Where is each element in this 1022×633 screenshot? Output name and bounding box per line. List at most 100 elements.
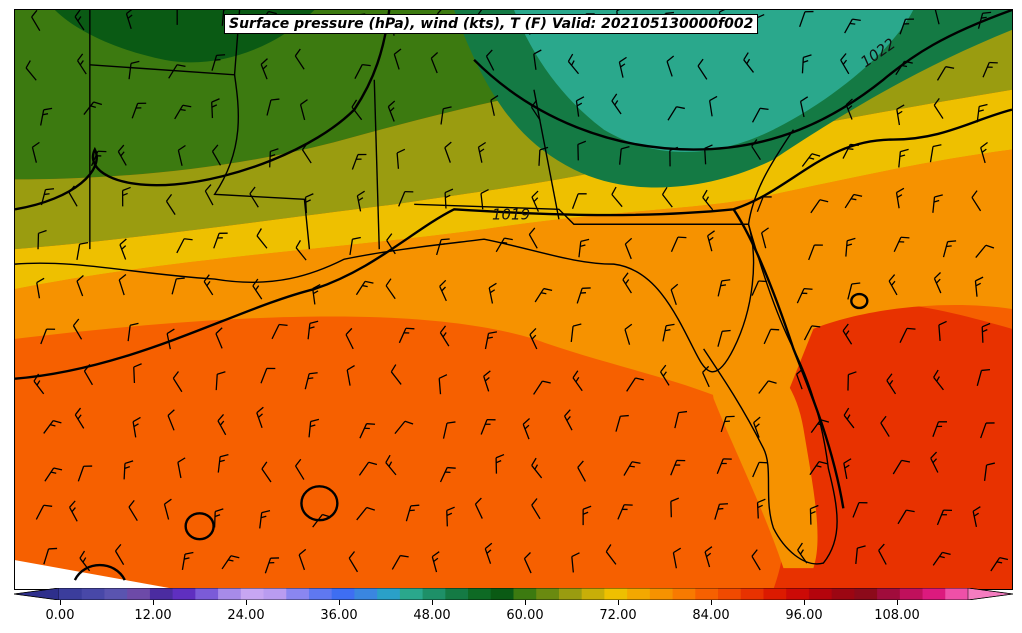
colorbar-swatch <box>331 588 355 600</box>
wind-barb <box>666 55 675 77</box>
wind-barb <box>720 415 735 433</box>
wind-barb <box>177 457 186 479</box>
wind-barb <box>942 240 957 258</box>
colorbar-swatch <box>218 588 242 600</box>
wind-barb <box>204 184 214 206</box>
wind-barb <box>43 419 62 434</box>
wind-barb <box>975 244 995 259</box>
wind-barb <box>933 97 944 119</box>
nodata-corner <box>15 560 175 589</box>
wind-barb <box>299 99 308 121</box>
wind-barb <box>697 58 708 80</box>
wind-barb <box>899 18 914 35</box>
wind-barb <box>624 237 633 260</box>
colorbar-tick <box>525 600 526 605</box>
wind-barb <box>534 287 553 303</box>
state-border-7 <box>747 129 795 225</box>
wind-barb <box>356 506 376 521</box>
isobar-low-3 <box>850 292 869 310</box>
wind-barb <box>358 461 378 476</box>
wind-barb <box>40 188 55 206</box>
isobar-1019 <box>15 108 1012 380</box>
wind-barb <box>538 146 549 166</box>
wind-barb <box>261 461 272 483</box>
wind-barb <box>529 328 538 350</box>
wind-barb <box>619 146 630 165</box>
wind-barb <box>753 416 761 438</box>
colorbar-swatch <box>127 588 151 600</box>
wind-barb <box>396 148 406 169</box>
colorbar-swatch <box>445 588 469 600</box>
wind-barb <box>266 98 280 116</box>
wind-barb <box>845 98 853 120</box>
wind-barb <box>662 323 675 342</box>
wind-barb <box>972 506 981 527</box>
wind-barb <box>888 274 898 296</box>
isobar-low-4 <box>73 564 126 581</box>
colorbar-swatch <box>286 588 310 600</box>
colorbar-swatch <box>854 588 878 600</box>
wind-barb <box>756 196 772 212</box>
wind-barb <box>118 274 127 296</box>
wind-barb <box>936 509 953 526</box>
wind-barb <box>751 107 769 123</box>
wind-barb <box>895 60 913 76</box>
wind-barb <box>980 141 988 164</box>
wind-barb <box>444 141 452 163</box>
colorbar-swatch <box>786 588 810 600</box>
wind-barb <box>704 546 713 568</box>
colorbar-swatch <box>422 588 446 600</box>
wind-barb <box>132 416 141 438</box>
wind-barb <box>304 193 314 214</box>
wind-barb <box>567 53 580 75</box>
wind-barb <box>570 323 582 343</box>
wind-barb <box>211 54 226 71</box>
state-border-6 <box>533 89 560 220</box>
wind-barb <box>40 328 56 345</box>
wind-barb <box>488 282 497 304</box>
wind-barb <box>809 461 828 476</box>
wind-barb <box>528 227 538 249</box>
wind-barb <box>932 194 943 213</box>
wind-barb <box>256 228 268 249</box>
wind-barb <box>930 451 939 473</box>
colorbar-swatch <box>81 588 105 600</box>
isobar-1022 <box>15 10 391 211</box>
wind-barb <box>221 10 233 26</box>
colorbar-swatch <box>354 588 378 600</box>
colorbar-tick <box>618 600 619 605</box>
wind-barb <box>495 453 505 474</box>
wind-barb <box>181 551 194 570</box>
wind-barb <box>43 547 58 565</box>
wind-barb <box>163 498 172 520</box>
wind-barb <box>44 467 63 482</box>
wind-barb <box>390 364 402 385</box>
wind-barb <box>386 233 396 255</box>
wind-barb <box>348 551 359 573</box>
wind-barb <box>77 53 87 75</box>
wind-barb <box>674 410 688 429</box>
wind-barb <box>842 323 853 345</box>
colorbar-swatch <box>172 588 196 600</box>
map-title: Surface pressure (hPa), wind (kts), T (F… <box>224 14 759 34</box>
wind-barb <box>758 380 777 394</box>
wind-barb <box>177 144 186 166</box>
wind-barb <box>215 327 223 349</box>
wind-barb <box>346 365 355 386</box>
colorbar-tick <box>804 600 805 605</box>
wind-barb <box>430 52 439 74</box>
wind-barb <box>123 460 134 480</box>
colorbar-tick <box>897 600 898 605</box>
wind-barb <box>480 418 496 435</box>
wind-barb <box>444 188 454 209</box>
wind-barb <box>714 503 728 520</box>
colorbar-tick-label: 0.00 <box>45 608 75 623</box>
colorbar-swatch <box>558 588 583 600</box>
wind-barb <box>578 238 590 258</box>
colorbar-tick-label: 60.00 <box>506 608 544 623</box>
wind-barb <box>897 509 915 525</box>
colorbar-swatch <box>649 588 674 600</box>
wind-barb <box>670 497 680 518</box>
wind-barb <box>308 418 320 438</box>
wind-barb <box>439 466 456 483</box>
